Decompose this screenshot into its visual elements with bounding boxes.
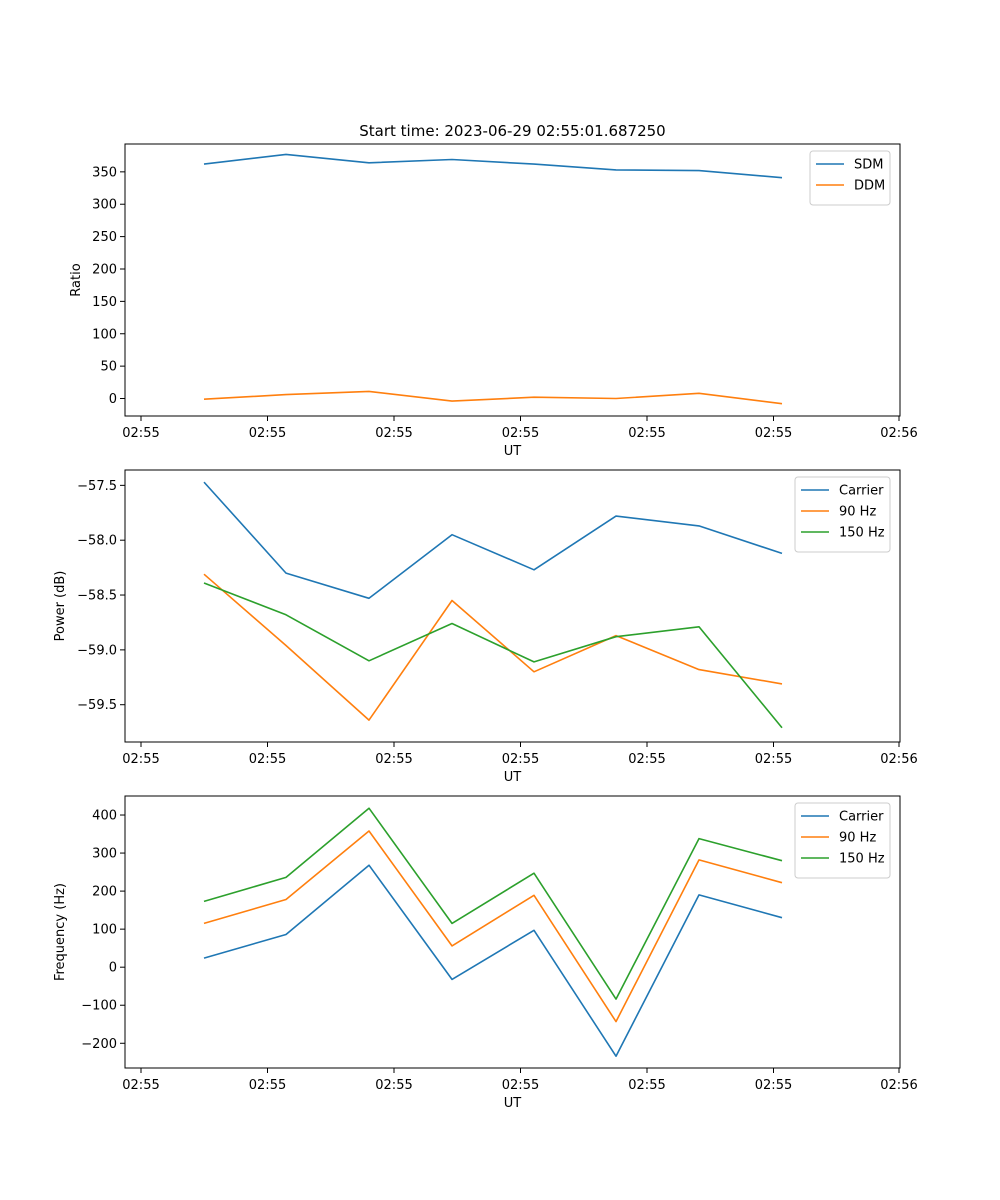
- y-tick-label: −200: [81, 1037, 117, 1052]
- legend-label: 150 Hz: [839, 852, 885, 867]
- x-tick-label: 02:55: [502, 752, 539, 767]
- y-tick-label: 100: [92, 327, 117, 342]
- legend-label: 90 Hz: [839, 831, 876, 846]
- x-tick-label: 02:55: [249, 426, 286, 441]
- y-tick-label: 300: [92, 198, 117, 213]
- x-tick-label: 02:56: [880, 752, 917, 767]
- legend-label: 150 Hz: [839, 526, 885, 541]
- x-tick-label: 02:55: [502, 426, 539, 441]
- series-line-carrier: [203, 864, 783, 1057]
- x-tick-label: 02:55: [122, 1078, 159, 1093]
- x-tick-label: 02:55: [502, 1078, 539, 1093]
- legend-label: DDM: [854, 179, 885, 194]
- x-axis-label: UT: [504, 770, 522, 785]
- legend: SDM DDM: [809, 150, 891, 206]
- plot-area: [124, 143, 901, 417]
- y-tick-label: 100: [92, 923, 117, 938]
- series-line-150-hz: [203, 807, 783, 1000]
- series-line-90-hz: [203, 830, 783, 1023]
- x-tick-label: 02:55: [628, 1078, 665, 1093]
- x-tick-label: 02:55: [628, 752, 665, 767]
- y-tick-label: −59.5: [77, 698, 117, 713]
- x-tick-label: 02:55: [755, 752, 792, 767]
- legend: Carrier 90 Hz 150 Hz: [794, 476, 891, 553]
- legend-box: [794, 476, 891, 553]
- x-tick-label: 02:55: [375, 1078, 412, 1093]
- y-tick-label: −59.0: [77, 643, 117, 658]
- series-line-ddm: [203, 390, 783, 405]
- series-line-sdm: [203, 153, 783, 179]
- chart-panel-1: 02:55 02:55 02:55 02:55 02:55 02:55 02:56 0 50 10…: [69, 143, 918, 459]
- x-tick-label: 02:55: [249, 752, 286, 767]
- y-tick-label: 50: [100, 360, 117, 375]
- legend-label: 90 Hz: [839, 505, 876, 520]
- y-axis-label: Ratio: [69, 263, 84, 296]
- series-line-90-hz: [203, 573, 783, 721]
- y-axis-label: Power (dB): [53, 571, 68, 642]
- y-tick-label: −57.5: [77, 479, 117, 494]
- y-tick-label: 350: [92, 165, 117, 180]
- plot-area: [124, 469, 901, 743]
- x-axis-label: UT: [504, 1096, 522, 1111]
- y-tick-label: 0: [109, 392, 117, 407]
- x-tick-label: 02:55: [122, 426, 159, 441]
- x-tick-label: 02:55: [755, 426, 792, 441]
- x-tick-label: 02:55: [249, 1078, 286, 1093]
- x-tick-label: 02:55: [755, 1078, 792, 1093]
- chart-panel-2: 02:55 02:55 02:55 02:55 02:55 02:55 02:56 −57.5…: [53, 469, 918, 785]
- series-line-carrier: [203, 481, 783, 600]
- y-tick-label: 200: [92, 262, 117, 277]
- legend-label: SDM: [854, 158, 883, 173]
- y-tick-label: 0: [109, 961, 117, 976]
- legend-box: [794, 802, 891, 879]
- y-tick-label: 150: [92, 295, 117, 310]
- x-tick-label: 02:55: [375, 426, 412, 441]
- y-tick-label: −58.0: [77, 534, 117, 549]
- legend-label: Carrier: [839, 484, 884, 499]
- y-tick-label: −100: [81, 999, 117, 1014]
- y-axis-label: Frequency (Hz): [53, 883, 68, 981]
- chart-panel-3: 02:55 02:55 02:55 02:55 02:55 02:55 02:56 400 30…: [53, 795, 918, 1111]
- series-line-150-hz: [203, 582, 783, 729]
- x-axis-label: UT: [504, 444, 522, 459]
- y-tick-label: 300: [92, 847, 117, 862]
- x-tick-label: 02:55: [122, 752, 159, 767]
- y-tick-label: 200: [92, 885, 117, 900]
- y-tick-label: 250: [92, 230, 117, 245]
- y-tick-label: −58.5: [77, 589, 117, 604]
- x-tick-label: 02:56: [880, 1078, 917, 1093]
- legend: Carrier 90 Hz 150 Hz: [794, 802, 891, 879]
- x-tick-label: 02:55: [628, 426, 665, 441]
- figure-title: Start time: 2023-06-29 02:55:01.687250: [359, 122, 665, 140]
- x-tick-label: 02:55: [375, 752, 412, 767]
- y-tick-label: 400: [92, 809, 117, 824]
- x-tick-label: 02:56: [880, 426, 917, 441]
- legend-label: Carrier: [839, 810, 884, 825]
- plot-area: [124, 795, 901, 1069]
